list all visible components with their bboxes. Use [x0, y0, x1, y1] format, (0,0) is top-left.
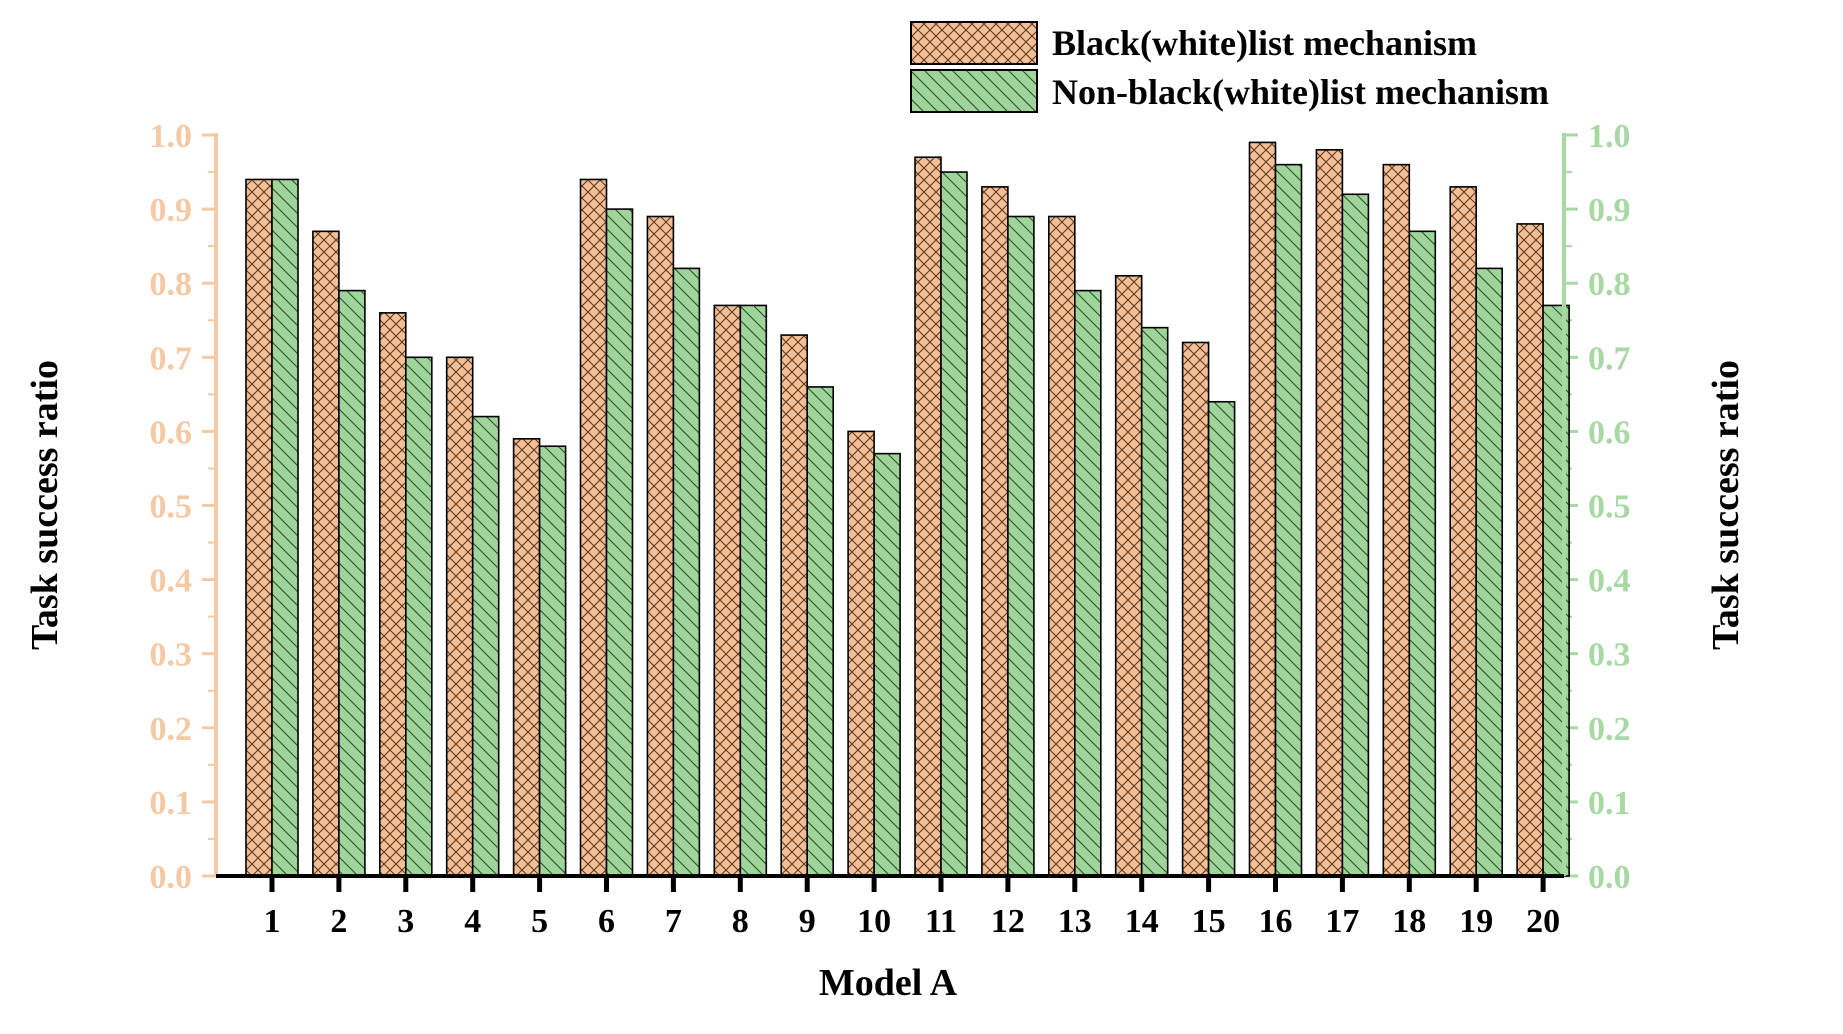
legend-swatch-black-whitelist: [910, 21, 1038, 65]
bar-black-whitelist: [981, 186, 1009, 877]
bar-non-black-whitelist: [1207, 400, 1236, 877]
x-tick-label: 3: [397, 903, 414, 940]
bar-non-black-whitelist: [471, 415, 500, 877]
x-tick-label: 7: [665, 903, 682, 940]
left-y-axis-title: Task success ratio: [24, 360, 66, 650]
bar-black-whitelist: [1449, 186, 1477, 877]
bar-black-whitelist: [512, 438, 541, 877]
bar-black-whitelist: [1382, 163, 1411, 877]
right-y-tick-label: 0.9: [1588, 192, 1631, 229]
x-tick-label: 5: [531, 903, 548, 940]
x-tick-label: 6: [598, 903, 615, 940]
x-tick-label: 2: [330, 903, 347, 940]
bar-non-black-whitelist: [1074, 289, 1102, 877]
plot-area: 0.0 0.0 0.1 0.1 0.2 0.2 0.3 0.3 0.4 0.4 0.5 0.5 0.6 0…: [150, 118, 1631, 940]
x-tick-label: 19: [1459, 903, 1493, 940]
x-tick-label: 4: [464, 903, 481, 940]
bar-non-black-whitelist: [806, 386, 835, 877]
bar-non-black-whitelist: [873, 452, 901, 877]
right-y-tick-label: 0.8: [1588, 266, 1631, 303]
x-tick-label: 8: [732, 903, 749, 940]
bar-non-black-whitelist: [1274, 163, 1303, 877]
bar-non-black-whitelist: [605, 208, 634, 877]
bar-black-whitelist: [780, 334, 809, 877]
left-y-tick-label: 0.7: [150, 340, 193, 377]
bar-black-whitelist: [1181, 341, 1210, 877]
right-y-tick-label: 0.3: [1588, 637, 1631, 674]
legend-label-non-black-whitelist: Non-black(white)list mechanism: [1052, 72, 1549, 112]
bar-black-whitelist: [713, 304, 742, 877]
bar-non-black-whitelist: [739, 304, 768, 877]
x-tick-label: 12: [991, 903, 1025, 940]
legend-label-black-whitelist: Black(white)list mechanism: [1052, 23, 1477, 63]
bar-non-black-whitelist: [404, 356, 433, 877]
right-y-tick-label: 0.5: [1588, 489, 1631, 526]
left-y-tick-label: 0.1: [150, 785, 193, 822]
x-tick-label: 16: [1259, 903, 1293, 940]
right-y-tick-label: 0.0: [1588, 859, 1631, 896]
bar-black-whitelist: [245, 178, 273, 877]
left-y-tick-label: 0.6: [150, 414, 193, 451]
bar-non-black-whitelist: [338, 289, 366, 877]
x-tick-label: 1: [264, 903, 281, 940]
bar-black-whitelist: [312, 230, 340, 877]
bar-black-whitelist: [445, 356, 474, 877]
x-tick-label: 18: [1392, 903, 1426, 940]
left-y-tick-label: 0.0: [150, 859, 193, 896]
left-y-tick-label: 0.9: [150, 192, 193, 229]
legend: Black(white)list mechanism Non-black(whi…: [910, 21, 1549, 113]
bar-non-black-whitelist: [538, 445, 567, 877]
right-y-tick-label: 1.0: [1588, 118, 1631, 155]
bar-non-black-whitelist: [672, 267, 701, 877]
bar-black-whitelist: [1114, 274, 1143, 877]
bar-non-black-whitelist: [271, 178, 299, 877]
bar-black-whitelist: [1048, 215, 1076, 877]
bar-non-black-whitelist: [1475, 267, 1503, 877]
right-y-tick-label: 0.1: [1588, 785, 1631, 822]
right-y-tick-label: 0.7: [1588, 340, 1631, 377]
bar-black-whitelist: [579, 178, 608, 877]
right-y-tick-label: 0.2: [1588, 711, 1631, 748]
bar-non-black-whitelist: [940, 171, 968, 877]
left-y-tick-label: 0.5: [150, 489, 193, 526]
bar-non-black-whitelist: [1408, 230, 1437, 877]
left-y-tick-label: 1.0: [150, 118, 193, 155]
bar-non-black-whitelist: [1007, 215, 1035, 877]
x-tick-label: 15: [1192, 903, 1226, 940]
bar-non-black-whitelist: [1341, 193, 1370, 877]
x-tick-label: 9: [799, 903, 816, 940]
x-tick-label: 13: [1058, 903, 1092, 940]
x-tick-label: 17: [1325, 903, 1359, 940]
x-tick-label: 14: [1125, 903, 1159, 940]
bar-non-black-whitelist: [1140, 326, 1169, 877]
right-y-tick-label: 0.4: [1588, 563, 1631, 600]
left-y-tick-label: 0.3: [150, 637, 193, 674]
bar-black-whitelist: [1248, 141, 1277, 877]
bar-black-whitelist: [847, 430, 875, 877]
x-tick-label: 10: [857, 903, 891, 940]
right-y-tick-label: 0.6: [1588, 414, 1631, 451]
left-y-tick-label: 0.8: [150, 266, 193, 303]
bar-black-whitelist: [1315, 149, 1344, 877]
bar-black-whitelist: [914, 156, 942, 877]
x-axis-title: Model A: [819, 962, 958, 1004]
right-y-axis-title: Task success ratio: [1705, 360, 1747, 650]
x-tick-label: 11: [925, 903, 957, 940]
bar-black-whitelist: [378, 312, 407, 877]
left-y-tick-label: 0.4: [150, 563, 193, 600]
x-tick-label: 20: [1526, 903, 1560, 940]
bar-black-whitelist: [646, 215, 675, 877]
legend-swatch-non-black-whitelist: [910, 69, 1038, 113]
left-y-tick-label: 0.2: [150, 711, 193, 748]
bar-black-whitelist: [1516, 223, 1544, 877]
